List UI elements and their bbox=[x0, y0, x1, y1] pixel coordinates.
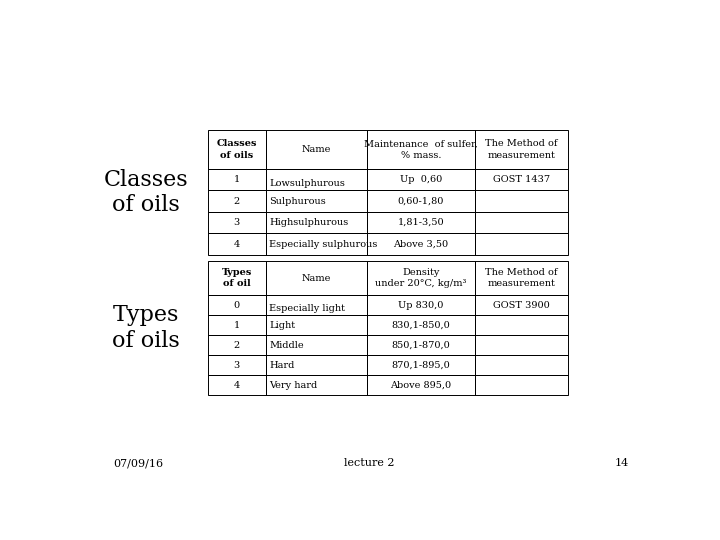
Bar bbox=[475, 355, 568, 375]
Bar bbox=[475, 295, 568, 315]
Bar bbox=[475, 168, 568, 190]
Bar bbox=[475, 315, 568, 335]
Text: 870,1-895,0: 870,1-895,0 bbox=[392, 361, 450, 369]
Bar bbox=[266, 295, 366, 315]
Text: 1,81-3,50: 1,81-3,50 bbox=[397, 218, 444, 227]
Text: Middle: Middle bbox=[269, 341, 304, 349]
Text: Sulphurous: Sulphurous bbox=[269, 197, 325, 206]
Text: The Method of
measurement: The Method of measurement bbox=[485, 139, 558, 159]
Text: 2: 2 bbox=[234, 341, 240, 349]
Text: 07/09/16: 07/09/16 bbox=[113, 458, 163, 468]
Bar bbox=[266, 355, 366, 375]
Bar bbox=[208, 190, 266, 212]
Bar bbox=[366, 233, 475, 255]
Bar bbox=[366, 375, 475, 395]
Text: The Method of
measurement: The Method of measurement bbox=[485, 268, 558, 288]
Text: GOST 1437: GOST 1437 bbox=[493, 175, 550, 184]
Bar bbox=[366, 212, 475, 233]
Bar bbox=[266, 315, 366, 335]
Text: Above 3,50: Above 3,50 bbox=[393, 240, 449, 249]
Bar bbox=[366, 315, 475, 335]
Text: Especially sulphurous: Especially sulphurous bbox=[269, 240, 377, 249]
Text: Highsulphurous: Highsulphurous bbox=[269, 218, 348, 227]
Text: Hard: Hard bbox=[269, 361, 294, 369]
Bar bbox=[366, 355, 475, 375]
Bar bbox=[208, 212, 266, 233]
Bar bbox=[266, 190, 366, 212]
Text: Maintenance  of sulfer,
% mass.: Maintenance of sulfer, % mass. bbox=[364, 139, 478, 159]
Text: 2: 2 bbox=[234, 197, 240, 206]
Bar bbox=[266, 261, 366, 295]
Text: 14: 14 bbox=[614, 458, 629, 468]
Text: 4: 4 bbox=[234, 240, 240, 249]
Bar bbox=[266, 212, 366, 233]
Text: 3: 3 bbox=[234, 361, 240, 369]
Bar bbox=[266, 375, 366, 395]
Bar bbox=[366, 168, 475, 190]
Bar bbox=[208, 261, 266, 295]
Bar bbox=[208, 168, 266, 190]
Text: Up  0,60: Up 0,60 bbox=[400, 175, 442, 184]
Text: Classes
of oils: Classes of oils bbox=[217, 139, 257, 159]
Bar bbox=[475, 233, 568, 255]
Text: 830,1-850,0: 830,1-850,0 bbox=[392, 321, 450, 329]
Bar bbox=[475, 335, 568, 355]
Bar bbox=[366, 130, 475, 168]
Text: Name: Name bbox=[302, 145, 331, 154]
Text: Density
under 20°C, kg/m³: Density under 20°C, kg/m³ bbox=[375, 268, 467, 288]
Text: lecture 2: lecture 2 bbox=[343, 458, 395, 468]
Bar bbox=[475, 375, 568, 395]
Bar bbox=[208, 375, 266, 395]
Bar bbox=[366, 261, 475, 295]
Text: Especially light: Especially light bbox=[269, 304, 345, 313]
Text: 3: 3 bbox=[234, 218, 240, 227]
Bar bbox=[208, 130, 266, 168]
Text: Name: Name bbox=[302, 274, 331, 282]
Bar bbox=[475, 261, 568, 295]
Text: 4: 4 bbox=[234, 381, 240, 390]
Text: Types
of oils: Types of oils bbox=[112, 305, 180, 352]
Bar bbox=[266, 335, 366, 355]
Text: Classes
of oils: Classes of oils bbox=[104, 169, 188, 217]
Bar bbox=[266, 168, 366, 190]
Bar bbox=[475, 212, 568, 233]
Text: 0: 0 bbox=[234, 301, 240, 309]
Bar bbox=[366, 335, 475, 355]
Text: 0,60-1,80: 0,60-1,80 bbox=[397, 197, 444, 206]
Text: Light: Light bbox=[269, 321, 295, 329]
Bar bbox=[366, 190, 475, 212]
Bar bbox=[475, 190, 568, 212]
Bar bbox=[208, 315, 266, 335]
Bar bbox=[208, 295, 266, 315]
Text: Very hard: Very hard bbox=[269, 381, 318, 390]
Text: GOST 3900: GOST 3900 bbox=[493, 301, 550, 309]
Bar bbox=[475, 130, 568, 168]
Bar bbox=[208, 335, 266, 355]
Bar bbox=[208, 355, 266, 375]
Bar bbox=[266, 130, 366, 168]
Text: Lowsulphurous: Lowsulphurous bbox=[269, 179, 345, 188]
Bar bbox=[366, 295, 475, 315]
Text: 850,1-870,0: 850,1-870,0 bbox=[392, 341, 450, 349]
Text: 1: 1 bbox=[234, 321, 240, 329]
Bar bbox=[266, 233, 366, 255]
Text: Above 895,0: Above 895,0 bbox=[390, 381, 451, 390]
Bar bbox=[208, 233, 266, 255]
Text: 1: 1 bbox=[234, 175, 240, 184]
Text: Up 830,0: Up 830,0 bbox=[398, 301, 444, 309]
Text: Types
of oil: Types of oil bbox=[222, 268, 252, 288]
